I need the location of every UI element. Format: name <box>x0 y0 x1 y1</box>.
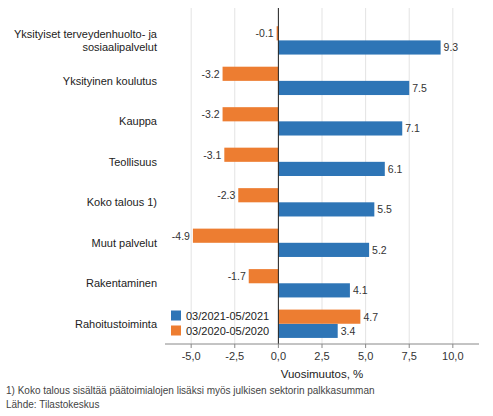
category-label: Koko talous 1) <box>87 196 157 208</box>
data-label: 4.7 <box>363 311 378 323</box>
data-label: -3.2 <box>201 68 219 80</box>
data-label: 6.1 <box>388 163 403 175</box>
x-tick-label: 0,0 <box>271 350 286 362</box>
x-axis: -5,0 -2,5 0,0 2,5 5,0 7,5 10,0 <box>165 344 479 362</box>
data-label: -2.3 <box>217 189 235 201</box>
x-tick-label: 5,0 <box>358 350 373 362</box>
data-label: 9.3 <box>444 41 459 53</box>
category-label: Kauppa <box>119 115 158 127</box>
x-tick <box>365 344 366 348</box>
x-tick-label: 10,0 <box>442 350 463 362</box>
data-labels: 9.3 7.5 7.1 6.1 5.5 5.2 4.1 3.4 -0.1 -3.2 -3.2 -3.1… <box>172 27 459 337</box>
bar <box>278 40 440 54</box>
x-tick <box>409 344 410 348</box>
grid-line <box>191 8 192 344</box>
footnote: 1) Koko talous sisältää päätoimialojen l… <box>6 385 375 396</box>
data-label: -0.1 <box>256 27 274 39</box>
x-axis-label: Vuosimuutos, % <box>281 368 364 380</box>
data-label: -1.7 <box>228 270 246 282</box>
grid-line <box>452 8 453 344</box>
grid-line <box>278 8 279 344</box>
data-label: 3.4 <box>341 325 356 337</box>
bar <box>278 121 402 135</box>
data-label: -3.1 <box>203 149 221 161</box>
bar <box>238 188 278 202</box>
y-axis: Yksityiset terveydenhuolto- jasosiaalipa… <box>14 28 158 330</box>
legend: 03/2021-05/2021 03/2020-05/2020 <box>171 310 269 337</box>
bar <box>278 202 374 216</box>
x-tick <box>452 344 453 348</box>
data-label: 5.5 <box>377 203 392 215</box>
footnote: Lähde: Tilastokeskus <box>6 399 99 410</box>
x-tick <box>234 344 235 348</box>
chart: 9.3 7.5 7.1 6.1 5.5 5.2 4.1 3.4 -0.1 -3.2 -3.2 -3.1… <box>0 0 493 416</box>
legend-swatch <box>171 311 181 321</box>
legend-swatch <box>171 326 181 336</box>
legend-label: 03/2021-05/2021 <box>186 310 269 322</box>
bar <box>223 67 279 81</box>
category-label: Rakentaminen <box>86 277 157 289</box>
category-label: Teollisuus <box>109 156 158 168</box>
data-label: -4.9 <box>172 230 190 242</box>
x-tick <box>322 344 323 348</box>
bar <box>249 269 279 283</box>
x-tick <box>191 344 192 348</box>
bar <box>278 324 337 338</box>
bar <box>278 162 384 176</box>
bar <box>224 148 278 162</box>
zero-line <box>278 8 279 344</box>
data-label: 5.2 <box>372 244 387 256</box>
category-label: Muut palvelut <box>92 237 157 249</box>
bar <box>278 243 369 257</box>
x-tick-label: -2,5 <box>225 350 244 362</box>
grid-line <box>234 8 235 344</box>
legend-label: 03/2020-05/2020 <box>186 325 269 337</box>
category-label: Yksityiset terveydenhuolto- jasosiaalipa… <box>14 28 158 53</box>
x-tick-label: 2,5 <box>314 350 329 362</box>
data-label: -3.2 <box>201 108 219 120</box>
bar <box>193 229 278 243</box>
x-tick-label: 7,5 <box>402 350 417 362</box>
bars <box>193 26 441 338</box>
x-tick-label: -5,0 <box>182 350 201 362</box>
bar <box>278 283 350 297</box>
category-label: Yksityinen koulutus <box>63 75 158 87</box>
grid <box>191 8 453 344</box>
data-label: 7.5 <box>412 82 427 94</box>
bar <box>223 107 279 121</box>
x-tick <box>278 344 279 348</box>
bar <box>278 81 409 95</box>
category-label: Rahoitustoiminta <box>75 318 158 330</box>
data-label: 7.1 <box>405 122 420 134</box>
bar <box>278 310 360 324</box>
grid-line <box>409 8 410 344</box>
data-label: 4.1 <box>353 284 368 296</box>
